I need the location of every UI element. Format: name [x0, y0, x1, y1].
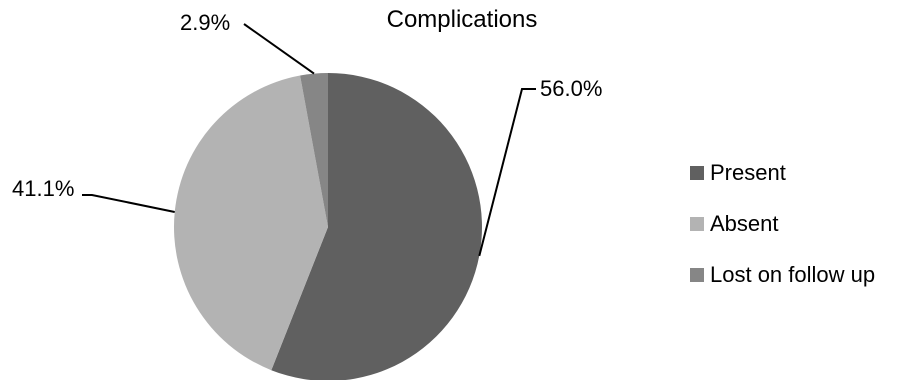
legend-swatch-lost-on-follow-up: [690, 268, 704, 282]
data-label-present: 56.0%: [540, 76, 602, 101]
legend-label-lost-on-follow-up: Lost on follow up: [710, 262, 876, 287]
legend-label-absent: Absent: [710, 211, 779, 236]
pie-slice-present: [271, 73, 482, 380]
chart-title: Complications: [386, 6, 538, 33]
leader-line-absent: [82, 194, 175, 213]
legend-item-absent: Absent: [690, 211, 875, 237]
pie-slices: [173, 73, 482, 380]
legend-swatch-absent: [690, 217, 704, 231]
leader-line-lost-on-follow-up: [243, 23, 315, 75]
leader-lines: [82, 23, 536, 257]
legend-swatch-present: [690, 166, 704, 180]
legend-label-present: Present: [710, 160, 786, 185]
legend-item-present: Present: [690, 160, 875, 186]
pie-slice-absent: [173, 75, 328, 371]
legend-item-lost-on-follow-up: Lost on follow up: [690, 262, 875, 288]
data-label-lost-on-follow-up: 2.9%: [180, 10, 230, 35]
legend: Present Absent Lost on follow up: [690, 160, 875, 313]
leader-line-present: [478, 88, 536, 257]
data-labels: 56.0% 41.1% 2.9%: [12, 10, 602, 201]
data-label-absent: 41.1%: [12, 176, 74, 201]
pie-slice-lost-on-follow-up: [300, 73, 328, 227]
